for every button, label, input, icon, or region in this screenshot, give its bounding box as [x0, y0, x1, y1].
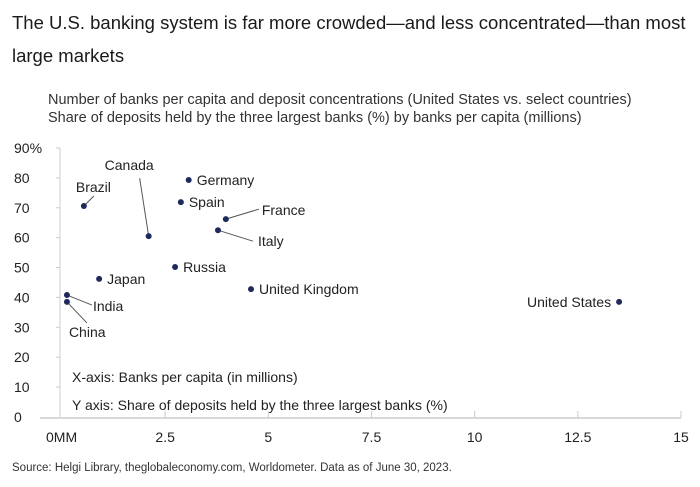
- data-label: Spain: [189, 194, 225, 210]
- y-tick-label: 60: [14, 230, 30, 246]
- data-label: China: [69, 324, 106, 340]
- data-point: [616, 298, 623, 305]
- data-label: Italy: [258, 233, 284, 249]
- data-label: Canada: [105, 157, 154, 173]
- y-tick-label: 80: [14, 170, 30, 186]
- data-point: [145, 233, 152, 240]
- y-tick-label: 40: [14, 289, 30, 305]
- data-label: Japan: [107, 271, 145, 287]
- data-point: [185, 176, 192, 183]
- y-tick-label: 0: [14, 409, 22, 425]
- data-label: France: [262, 202, 306, 218]
- y-axis-label: Y axis: Share of deposits held by the th…: [72, 397, 448, 413]
- data-point: [63, 298, 70, 305]
- data-point: [80, 202, 87, 209]
- x-tick-label: 15: [673, 429, 689, 445]
- data-point: [222, 216, 229, 223]
- x-tick-label: 7.5: [362, 429, 382, 445]
- data-point: [63, 292, 70, 299]
- y-tick-label: 50: [14, 260, 30, 276]
- source-note: Source: Helgi Library, theglobaleconomy.…: [12, 462, 452, 474]
- data-point: [177, 199, 184, 206]
- x-tick-label: 12.5: [564, 429, 591, 445]
- y-tick-label: 10: [14, 379, 30, 395]
- data-label: India: [93, 298, 124, 314]
- leader-line: [66, 294, 93, 306]
- chart-subtitle: Number of banks per capita and deposit c…: [48, 92, 632, 108]
- data-point: [96, 275, 103, 282]
- leader-line: [217, 229, 254, 242]
- y-tick-label: 30: [14, 319, 30, 335]
- leader-line: [225, 208, 259, 220]
- y-tick-label: 70: [14, 200, 30, 216]
- chart-title: The U.S. banking system is far more crow…: [12, 12, 686, 66]
- x-tick-label: 5: [264, 429, 272, 445]
- leader-line: [66, 301, 88, 324]
- chart-subtitle-2: Share of deposits held by the three larg…: [48, 110, 582, 126]
- x-tick-label: 2.5: [155, 429, 175, 445]
- data-label: Germany: [197, 172, 255, 188]
- data-label: Brazil: [76, 179, 111, 195]
- x-axis-label: X-axis: Banks per capita (in millions): [72, 369, 298, 385]
- data-point: [214, 227, 221, 234]
- data-label: United States: [527, 294, 611, 310]
- data-point: [172, 263, 179, 270]
- x-tick-label: 10: [467, 429, 483, 445]
- leader-line: [139, 178, 150, 237]
- x-tick-label: 0MM: [46, 429, 77, 445]
- data-label: United Kingdom: [259, 281, 359, 297]
- y-tick-label: 90%: [14, 140, 42, 156]
- y-tick-label: 20: [14, 349, 30, 365]
- data-label: Russia: [183, 259, 226, 275]
- data-point: [248, 286, 255, 293]
